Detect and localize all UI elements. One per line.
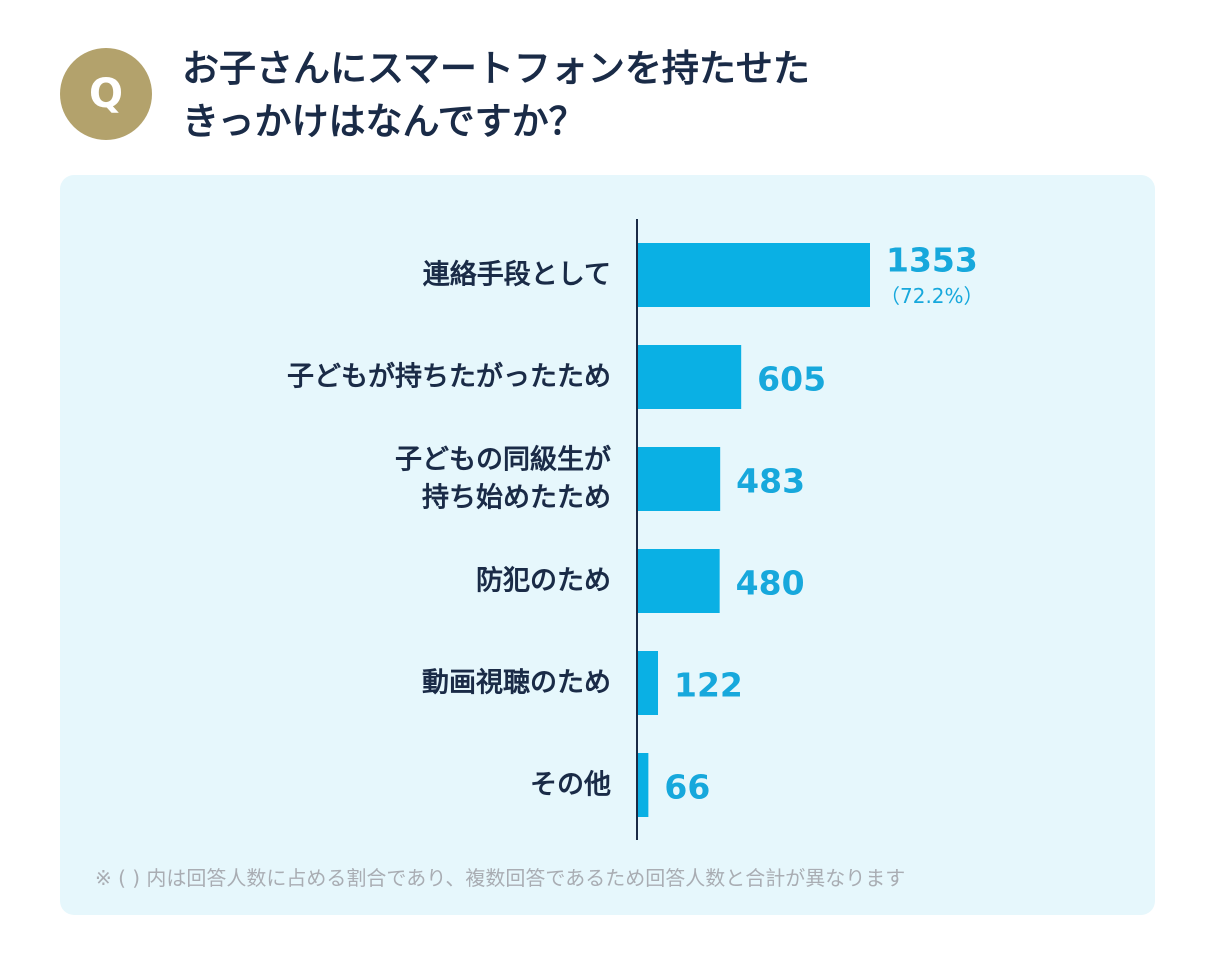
percent-label-0: （72.2%） bbox=[880, 284, 984, 308]
title-line-2: きっかけはなんですか？ bbox=[182, 100, 586, 143]
category-label-2-0: 子どもの同級生が bbox=[395, 444, 611, 476]
value-label-4: 122 bbox=[674, 666, 743, 705]
bar-4 bbox=[637, 651, 659, 715]
category-label-4: 動画視聴のため bbox=[422, 668, 611, 699]
value-label-3: 480 bbox=[736, 564, 805, 603]
category-label-2-1: 持ち始めたため bbox=[422, 482, 611, 514]
bar-3 bbox=[637, 549, 720, 613]
bar-5 bbox=[637, 753, 649, 817]
category-label-5: その他 bbox=[530, 770, 611, 801]
bar-2 bbox=[637, 447, 721, 511]
q-badge: Q bbox=[60, 48, 152, 140]
chart-panel bbox=[60, 175, 1155, 915]
bar-0 bbox=[637, 243, 870, 307]
title-line-1: お子さんにスマートフォンを持たせた bbox=[182, 47, 810, 90]
page-title: お子さんにスマートフォンを持たせた きっかけはなんですか？ bbox=[182, 42, 1142, 148]
value-label-1: 605 bbox=[757, 360, 826, 399]
category-label-0: 連絡手段として bbox=[423, 259, 611, 291]
value-label-2: 483 bbox=[736, 462, 805, 501]
value-label-0: 1353 bbox=[886, 241, 978, 280]
footnote: ※ ( ) 内は回答人数に占める割合であり、複数回答であるため回答人数と合計が異… bbox=[95, 866, 906, 890]
value-label-5: 66 bbox=[664, 768, 710, 807]
bar-1 bbox=[637, 345, 742, 409]
category-label-3: 防犯のため bbox=[476, 566, 611, 597]
category-label-1: 子どもが持ちたがったため bbox=[287, 361, 611, 393]
